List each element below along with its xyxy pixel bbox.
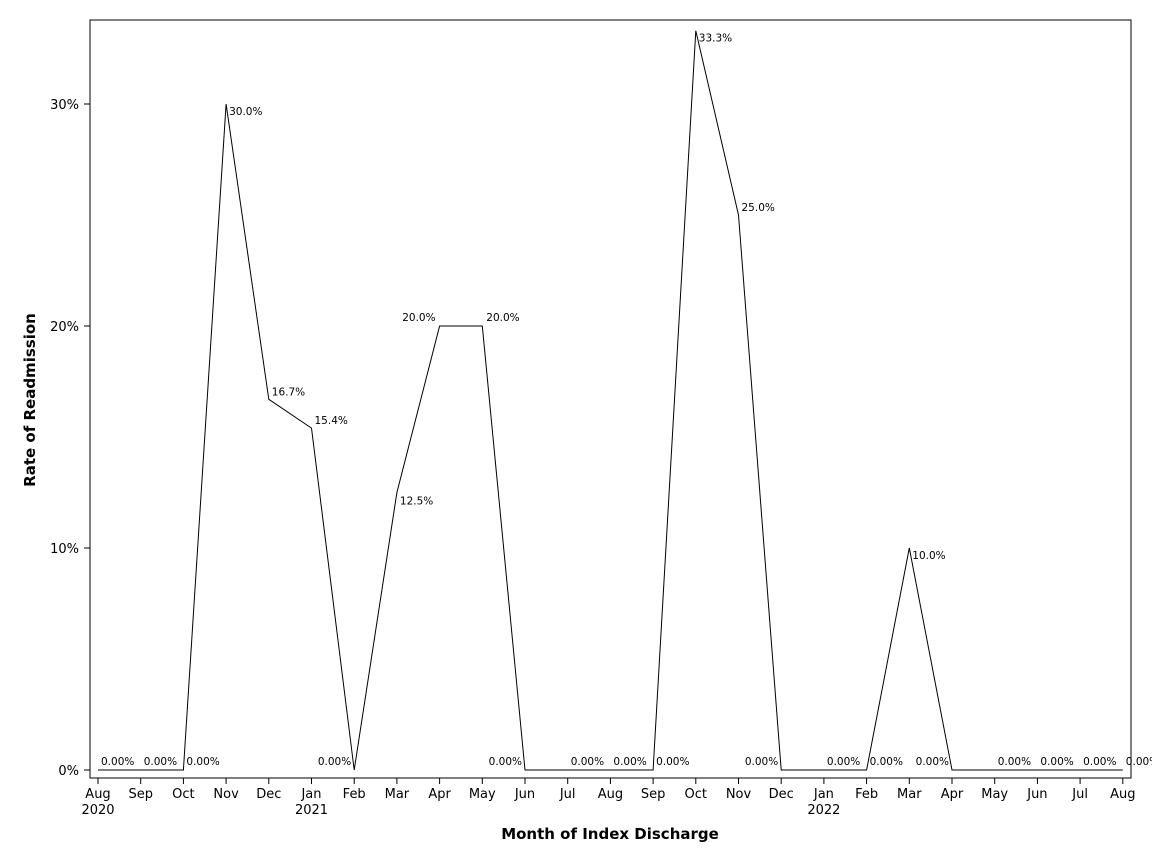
data-label: 0.00% (998, 756, 1031, 768)
x-tick-label: Apr (941, 787, 964, 802)
x-axis: Aug Sep Oct Nov Dec Jan Feb Mar Apr May Jun Jul Aug S… (81, 778, 1135, 818)
x-tick-label: Aug (598, 787, 623, 802)
data-label: 12.5% (400, 496, 433, 508)
data-label: 0.00% (101, 756, 134, 768)
x-tick-label: Nov (213, 787, 239, 802)
data-label: 10.0% (912, 550, 945, 562)
x-tick-label: Dec (769, 787, 794, 802)
x-tick-label: Feb (343, 787, 366, 802)
x-year-label: 2020 (81, 803, 114, 818)
x-tick-label: Oct (685, 787, 707, 802)
x-year-label: 2022 (807, 803, 840, 818)
y-tick-label: 0% (58, 764, 79, 779)
data-label: 0.00% (656, 756, 689, 768)
data-label: 0.00% (1040, 756, 1073, 768)
y-axis: 0% 10% 20% 30% (50, 98, 90, 779)
data-label: 0.00% (613, 756, 646, 768)
x-tick-label: Apr (428, 787, 451, 802)
x-axis-title: Month of Index Discharge (501, 825, 719, 843)
data-label: 16.7% (272, 386, 305, 398)
x-tick-label: Mar (385, 787, 410, 802)
data-label: 33.3% (699, 33, 732, 45)
x-tick-label: May (981, 787, 1008, 802)
x-tick-label: Feb (855, 787, 878, 802)
data-label: 0.00% (1083, 756, 1116, 768)
x-tick-label: Dec (256, 787, 281, 802)
data-label: 0.00% (571, 756, 604, 768)
data-label: 0.00% (870, 756, 903, 768)
data-label: 15.4% (315, 415, 348, 427)
x-tick-label: Oct (172, 787, 194, 802)
data-label: 0.00% (318, 756, 351, 768)
x-tick-label: Jan (300, 787, 321, 802)
x-tick-label: Sep (641, 787, 666, 802)
x-tick-label: Mar (897, 787, 922, 802)
plot-frame (89, 19, 1132, 779)
y-tick-label: 10% (50, 542, 79, 557)
x-tick-label: Jan (813, 787, 834, 802)
data-label: 0.00% (489, 756, 522, 768)
x-tick-label: Jun (1026, 787, 1047, 802)
data-labels: 0.00% 0.00% 0.00% 30.0% 16.7% 15.4% 0.00% 12.5%… (101, 33, 1152, 768)
data-label: 0.00% (186, 756, 219, 768)
data-label: 20.0% (486, 312, 519, 324)
data-label: 30.0% (229, 106, 262, 118)
data-label: 25.0% (742, 202, 775, 214)
x-tick-label: Aug (1110, 787, 1135, 802)
x-tick-label: Jul (1071, 787, 1088, 802)
x-tick-label: May (469, 787, 496, 802)
x-tick-label: Jun (514, 787, 535, 802)
data-label: 0.00% (827, 756, 860, 768)
y-tick-label: 20% (50, 320, 79, 335)
y-tick-label: 30% (50, 98, 79, 113)
data-label: 0.00% (1126, 756, 1152, 768)
series-line (98, 30, 1123, 771)
x-tick-label: Jul (559, 787, 576, 802)
x-tick-label: Nov (726, 787, 752, 802)
y-axis-title: Rate of Readmission (21, 313, 39, 487)
x-year-label: 2021 (295, 803, 328, 818)
data-label: 20.0% (402, 312, 435, 324)
data-label: 0.00% (916, 756, 949, 768)
x-tick-label: Aug (85, 787, 110, 802)
x-tick-label: Sep (128, 787, 153, 802)
data-label: 0.00% (144, 756, 177, 768)
data-label: 0.00% (745, 756, 778, 768)
